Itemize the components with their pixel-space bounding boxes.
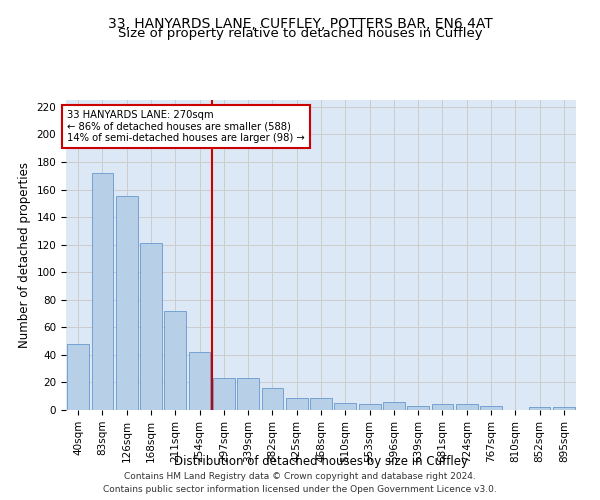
Bar xyxy=(67,344,89,410)
Bar xyxy=(140,244,162,410)
Bar xyxy=(407,406,429,410)
Bar xyxy=(237,378,259,410)
Bar xyxy=(286,398,308,410)
Bar xyxy=(359,404,380,410)
Bar xyxy=(213,378,235,410)
Bar xyxy=(553,407,575,410)
Bar xyxy=(480,406,502,410)
Bar xyxy=(456,404,478,410)
Bar xyxy=(310,398,332,410)
Bar xyxy=(431,404,454,410)
Bar xyxy=(262,388,283,410)
Bar xyxy=(164,311,186,410)
Text: 33 HANYARDS LANE: 270sqm
← 86% of detached houses are smaller (588)
14% of semi-: 33 HANYARDS LANE: 270sqm ← 86% of detach… xyxy=(67,110,305,143)
Bar xyxy=(383,402,405,410)
Bar xyxy=(91,173,113,410)
Text: 33, HANYARDS LANE, CUFFLEY, POTTERS BAR, EN6 4AT: 33, HANYARDS LANE, CUFFLEY, POTTERS BAR,… xyxy=(107,18,493,32)
Bar xyxy=(188,352,211,410)
Y-axis label: Number of detached properties: Number of detached properties xyxy=(18,162,31,348)
Bar xyxy=(529,407,550,410)
Bar xyxy=(116,196,137,410)
Text: Size of property relative to detached houses in Cuffley: Size of property relative to detached ho… xyxy=(118,28,482,40)
Bar xyxy=(334,403,356,410)
Text: Distribution of detached houses by size in Cuffley: Distribution of detached houses by size … xyxy=(174,454,468,468)
Text: Contains HM Land Registry data © Crown copyright and database right 2024.
Contai: Contains HM Land Registry data © Crown c… xyxy=(103,472,497,494)
